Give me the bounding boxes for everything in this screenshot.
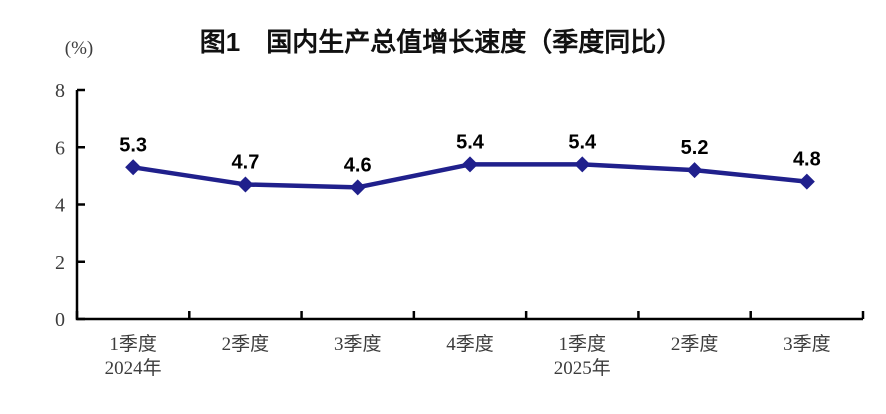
y-tick-label: 2 xyxy=(55,252,65,274)
y-tick-label: 0 xyxy=(55,309,65,331)
data-value-label: 5.3 xyxy=(119,134,147,156)
data-value-label: 5.4 xyxy=(568,131,597,153)
x-tick-sublabel: 2024年 xyxy=(105,357,162,379)
data-point xyxy=(349,179,366,196)
axis-lines xyxy=(75,90,863,321)
data-labels: 5.3 4.7 4.6 5.4 5.4 5.2 4.8 xyxy=(119,131,821,176)
y-tick-label: 4 xyxy=(55,195,65,217)
y-tick-label: 8 xyxy=(55,80,65,102)
data-value-label: 4.7 xyxy=(232,151,260,173)
x-tick-label: 2季度 xyxy=(671,333,719,355)
x-tick-sublabel: 2025年 xyxy=(554,357,611,379)
x-tick-label: 3季度 xyxy=(334,333,382,355)
data-value-label: 4.8 xyxy=(793,149,821,171)
x-tick-label: 4季度 xyxy=(446,333,494,355)
data-value-label: 4.6 xyxy=(344,154,372,176)
line-series xyxy=(125,156,815,196)
x-tick-label: 2季度 xyxy=(222,333,270,355)
data-point xyxy=(237,176,254,193)
y-axis-unit-label: (%) xyxy=(65,38,93,59)
y-tick-labels: 0 2 4 6 8 xyxy=(55,80,65,331)
data-point xyxy=(686,162,703,179)
axes xyxy=(75,88,865,321)
x-tick-label: 1季度 xyxy=(109,333,157,355)
data-point xyxy=(798,173,815,190)
data-point xyxy=(125,159,142,176)
x-tick-label: 1季度 xyxy=(559,333,607,355)
x-tick-label: 3季度 xyxy=(783,333,831,355)
data-point xyxy=(574,156,591,173)
data-value-label: 5.4 xyxy=(456,131,485,153)
chart-title: 图1 国内生产总值增长速度（季度同比） xyxy=(200,27,682,57)
y-tick-label: 6 xyxy=(55,137,65,159)
data-point xyxy=(462,156,478,173)
data-value-label: 5.2 xyxy=(681,137,709,159)
